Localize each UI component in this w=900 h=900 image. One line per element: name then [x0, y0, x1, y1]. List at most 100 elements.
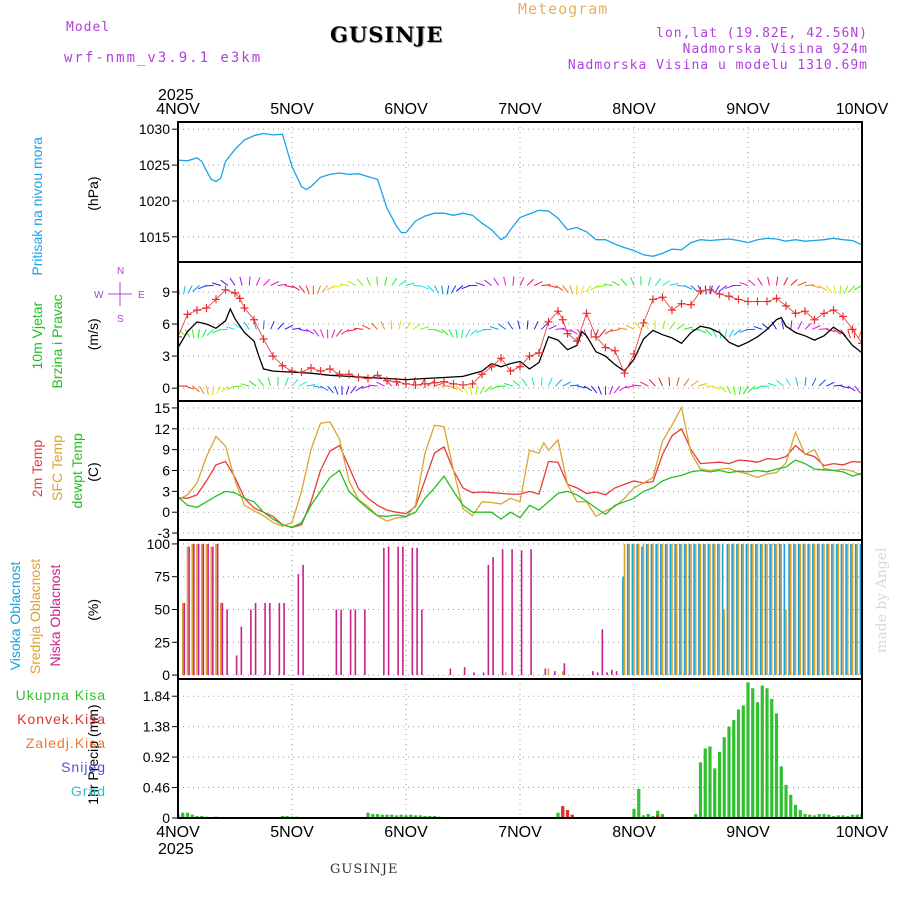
x-tick-top: 5NOV — [270, 101, 314, 118]
clouds-bar — [183, 602, 186, 676]
model-elevation-label: Nadmorska Visina u modelu 1310.69m — [567, 58, 868, 73]
wind-barb — [211, 282, 221, 287]
precip-bar — [770, 698, 774, 818]
precip-bar — [561, 806, 565, 818]
precip-bar — [698, 762, 703, 818]
clouds-bar — [788, 543, 790, 676]
precip-bar — [656, 810, 660, 818]
clouds-bar — [622, 576, 624, 676]
clouds-bar — [349, 609, 352, 676]
wind-barb — [291, 285, 300, 291]
clouds-bar — [212, 546, 214, 676]
wind-barb — [489, 326, 499, 330]
pressure-line-pritisak-na-nivou-mora — [178, 132, 862, 257]
wind-barb — [790, 320, 793, 330]
clouds-bar — [530, 549, 532, 676]
wind-barb — [647, 276, 652, 286]
clouds-bar — [813, 543, 816, 676]
clouds-bar — [205, 543, 208, 676]
clouds-bar — [699, 543, 702, 676]
precip-bar — [394, 815, 399, 818]
wind-barb — [277, 283, 287, 287]
wind-label-0: 10m Vjetar — [29, 301, 45, 369]
wind-barb — [843, 285, 849, 295]
wind-barb — [804, 322, 812, 330]
wind-barb — [376, 276, 378, 286]
wind-barb — [469, 385, 473, 395]
wind-barb — [221, 385, 229, 393]
wind-barb — [270, 281, 279, 286]
wind-barb — [376, 381, 385, 387]
clouds-bar — [671, 543, 673, 676]
clouds-bar — [626, 543, 629, 676]
clouds-label-0: Visoka Oblacnost — [7, 561, 23, 670]
clouds-bar — [780, 543, 783, 676]
wind-barb — [521, 378, 528, 387]
x-tick-bottom: 9NOV — [726, 824, 770, 841]
wind-barb — [335, 329, 343, 337]
precip-bar — [841, 815, 845, 818]
wind-barb — [446, 285, 450, 295]
wind-barb — [811, 377, 817, 387]
precip-bar — [390, 814, 394, 818]
clouds-bar — [449, 668, 452, 676]
wind-barb — [198, 385, 205, 394]
compass-cross — [108, 282, 132, 306]
wind-gust-marker — [858, 339, 862, 348]
wind-ytick-label: 3 — [162, 348, 170, 364]
wind-barb — [327, 385, 334, 394]
wind-barb — [263, 278, 271, 286]
wind-barb — [320, 329, 325, 338]
precip-bar — [181, 812, 185, 818]
wind-barb — [719, 385, 727, 393]
wind-barb — [609, 385, 614, 395]
clouds-bar — [656, 543, 659, 676]
clouds-bar — [631, 543, 634, 676]
clouds-bar — [755, 543, 757, 676]
elevation-label: Nadmorska Visina 924m — [682, 42, 868, 57]
clouds-bar — [745, 543, 748, 676]
clouds-bar — [854, 543, 857, 676]
wind-barb — [470, 328, 478, 336]
wind-barb — [507, 321, 514, 330]
precip-bar — [694, 814, 698, 818]
x-tick-top: 10NOV — [836, 101, 889, 118]
clouds-ytick-label: 50 — [154, 602, 170, 618]
pressure-series-group — [178, 132, 862, 257]
clouds-bar — [554, 671, 556, 676]
precip-bar — [418, 815, 422, 818]
precip-bar — [793, 804, 798, 818]
wind-gust-marker — [178, 332, 182, 341]
clouds-bar — [226, 609, 228, 676]
compass-west: W — [94, 290, 104, 301]
pressure-label-0: Pritisak na nivou mora — [29, 137, 45, 276]
wind-barb — [504, 382, 514, 387]
clouds-bar — [726, 543, 729, 676]
clouds-bar — [723, 609, 726, 676]
wind-barb — [654, 320, 656, 330]
wind-barb — [455, 329, 458, 339]
wind-barb — [298, 285, 306, 293]
clouds-bar — [641, 546, 643, 676]
clouds-bar — [592, 671, 594, 676]
wind-barb — [797, 281, 807, 286]
clouds-bar — [802, 543, 805, 676]
clouds-bar — [637, 543, 640, 676]
wind-barb — [719, 285, 727, 292]
wind-barb — [811, 285, 821, 289]
wind-barb — [255, 277, 261, 286]
clouds-bar — [846, 543, 849, 676]
clouds-bar — [685, 543, 688, 676]
clouds-bar — [193, 543, 195, 676]
wind-barb — [833, 328, 842, 335]
wind-barb — [753, 325, 763, 330]
wind-barb — [795, 377, 799, 387]
clouds-unit-label: (%) — [85, 599, 101, 621]
clouds-bar — [606, 672, 608, 676]
wind-barb — [498, 323, 507, 330]
clouds-bar — [219, 602, 222, 676]
clouds-bar — [707, 543, 710, 676]
wind-barb — [434, 285, 440, 294]
precip-bar — [798, 810, 802, 818]
temperature-series-group — [178, 405, 862, 529]
